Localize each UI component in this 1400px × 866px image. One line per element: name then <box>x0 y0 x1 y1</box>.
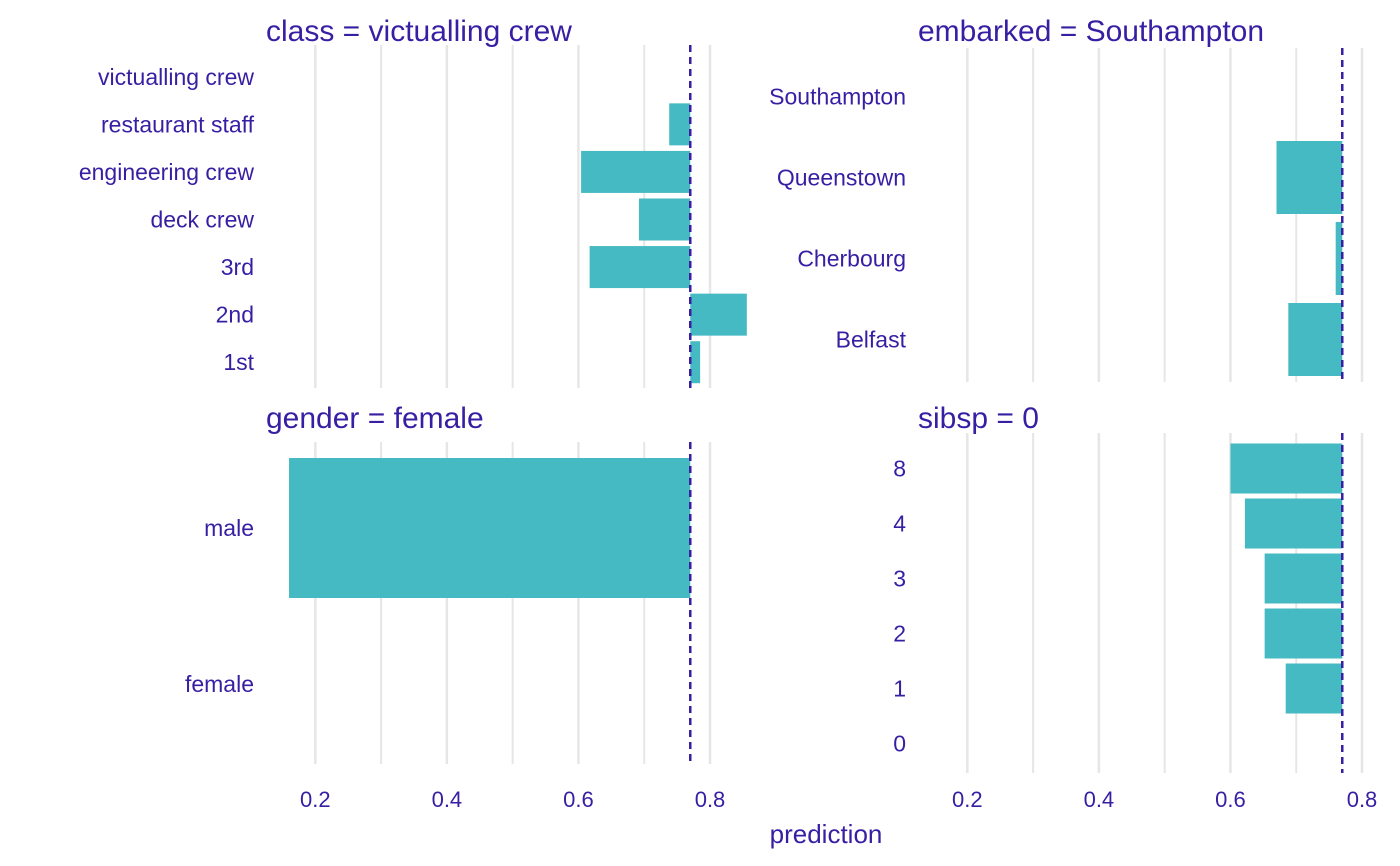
panel-1-bar-5 <box>589 246 691 289</box>
panel-2-bar-4 <box>1288 303 1343 376</box>
panel-1-title: class = victualling crew <box>266 15 572 48</box>
panel-1-category-label-4: deck crew <box>150 207 254 233</box>
panel-3-bar-1 <box>289 458 691 598</box>
panel-2-category-label-1: Southampton <box>769 84 906 110</box>
panel-3-x-tick-label-2: 0.4 <box>432 787 463 812</box>
panel-1-category-label-3: engineering crew <box>79 159 255 185</box>
panel-4: sibsp = 0 8 4 3 2 1 0 0.2 0.4 0.6 0.8 <box>893 402 1377 812</box>
panel-1-bar-2 <box>669 103 691 146</box>
x-axis-title: prediction <box>770 819 883 849</box>
panel-4-bar-5 <box>1285 663 1343 714</box>
panel-3-x-tick-label-1: 0.2 <box>300 787 331 812</box>
panel-4-category-label-5: 1 <box>893 676 906 702</box>
panel-4-title: sibsp = 0 <box>918 402 1039 435</box>
panel-4-category-label-3: 3 <box>893 566 906 592</box>
panel-2-bar-2 <box>1276 141 1343 214</box>
panel-1-category-label-6: 2nd <box>216 302 254 328</box>
panel-1-category-label-1: victualling crew <box>98 64 254 90</box>
panel-1-category-label-5: 3rd <box>221 254 254 280</box>
panel-3-x-tick-label-3: 0.6 <box>563 787 594 812</box>
panel-4-category-label-6: 0 <box>893 731 906 757</box>
panel-4-bar-3 <box>1264 553 1343 604</box>
panel-4-bar-4 <box>1264 608 1343 659</box>
panel-4-category-label-1: 8 <box>893 456 906 482</box>
panel-4-x-tick-label-2: 0.4 <box>1084 787 1115 812</box>
panel-2-category-label-3: Cherbourg <box>797 246 906 272</box>
panel-2-bar-3 <box>1335 222 1343 295</box>
panel-2-category-label-4: Belfast <box>836 327 907 353</box>
panel-2-category-label-2: Queenstown <box>777 165 906 191</box>
panel-3-title: gender = female <box>266 402 484 435</box>
panel-4-x-tick-label-1: 0.2 <box>952 787 983 812</box>
panel-1-bar-4 <box>638 198 691 241</box>
panel-4-category-label-2: 4 <box>893 511 906 537</box>
panel-4-category-label-4: 2 <box>893 621 906 647</box>
panel-3-category-label-1: male <box>204 515 254 541</box>
panel-1-category-label-7: 1st <box>223 349 254 375</box>
panel-1-category-label-2: restaurant staff <box>101 111 255 137</box>
panel-4-bar-1 <box>1230 443 1343 494</box>
panel-4-x-tick-label-3: 0.6 <box>1215 787 1246 812</box>
panel-1-bar-3 <box>581 150 691 193</box>
panel-4-x-tick-label-4: 0.8 <box>1347 787 1378 812</box>
panel-1-bar-6 <box>690 293 747 336</box>
panel-4-bar-2 <box>1244 498 1343 549</box>
panel-3: gender = female male female 0.2 0.4 0.6 0.8 <box>185 402 725 812</box>
panel-1-bar-7 <box>690 341 701 384</box>
panel-3-category-label-2: female <box>185 671 254 697</box>
panel-2: embarked = Southampton Southampton Queens… <box>769 15 1364 382</box>
panel-2-title: embarked = Southampton <box>918 15 1264 48</box>
panel-1: class = victualling crew victualling cre… <box>79 15 747 388</box>
panel-3-x-tick-label-4: 0.8 <box>695 787 726 812</box>
